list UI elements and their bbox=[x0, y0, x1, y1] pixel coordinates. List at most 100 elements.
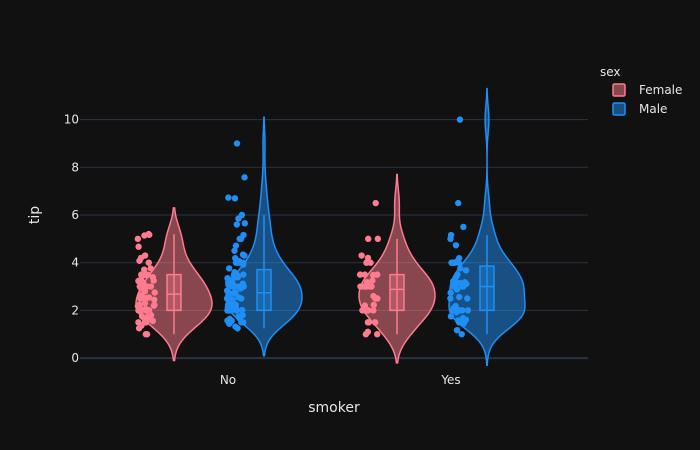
data-point[interactable] bbox=[358, 252, 365, 259]
data-point[interactable] bbox=[464, 295, 471, 302]
data-point[interactable] bbox=[454, 317, 462, 324]
violin-female-yes[interactable] bbox=[356, 173, 436, 364]
data-point[interactable] bbox=[149, 317, 157, 325]
data-point[interactable] bbox=[147, 283, 155, 290]
violin-female-no[interactable] bbox=[134, 207, 213, 362]
data-point[interactable] bbox=[232, 254, 239, 262]
data-point[interactable] bbox=[142, 305, 149, 313]
box-iqr bbox=[389, 273, 405, 312]
data-point[interactable] bbox=[461, 279, 469, 286]
data-point[interactable] bbox=[134, 235, 142, 243]
data-point[interactable] bbox=[367, 259, 374, 266]
data-point[interactable] bbox=[454, 271, 461, 278]
data-point[interactable] bbox=[240, 231, 247, 239]
data-point[interactable] bbox=[225, 265, 233, 272]
data-point[interactable] bbox=[373, 331, 381, 338]
data-point[interactable] bbox=[452, 302, 459, 310]
data-point[interactable] bbox=[231, 247, 238, 254]
data-point[interactable] bbox=[372, 199, 379, 207]
data-point[interactable] bbox=[225, 194, 232, 201]
data-point[interactable] bbox=[232, 242, 240, 249]
data-point[interactable] bbox=[138, 313, 146, 320]
data-point[interactable] bbox=[233, 140, 241, 147]
violin-male-yes[interactable] bbox=[447, 87, 526, 366]
violin-male-no[interactable] bbox=[223, 116, 303, 357]
data-point[interactable] bbox=[223, 287, 231, 294]
x-axis-title: smoker bbox=[308, 400, 360, 416]
data-point[interactable] bbox=[464, 307, 472, 314]
data-point[interactable] bbox=[239, 251, 247, 258]
data-point[interactable] bbox=[135, 301, 143, 308]
data-point[interactable] bbox=[224, 274, 231, 282]
x-tick-labels: No Yes bbox=[220, 373, 461, 387]
data-point[interactable] bbox=[241, 220, 249, 227]
data-point[interactable] bbox=[147, 265, 154, 272]
data-point[interactable] bbox=[364, 328, 372, 336]
data-point[interactable] bbox=[241, 174, 248, 181]
data-point[interactable] bbox=[453, 326, 461, 334]
data-point[interactable] bbox=[238, 306, 246, 314]
data-point[interactable] bbox=[456, 116, 464, 123]
data-point[interactable] bbox=[226, 315, 233, 323]
data-point[interactable] bbox=[143, 331, 151, 338]
legend-swatch bbox=[612, 102, 626, 116]
data-point[interactable] bbox=[455, 254, 463, 262]
data-point[interactable] bbox=[447, 231, 455, 239]
data-point[interactable] bbox=[452, 242, 460, 249]
data-point[interactable] bbox=[450, 278, 457, 285]
data-point[interactable] bbox=[231, 195, 239, 202]
data-point[interactable] bbox=[231, 269, 238, 276]
data-point[interactable] bbox=[370, 301, 377, 309]
data-point[interactable] bbox=[239, 311, 246, 319]
data-point[interactable] bbox=[361, 302, 369, 309]
data-point[interactable] bbox=[459, 314, 467, 322]
data-point[interactable] bbox=[447, 295, 454, 302]
data-point[interactable] bbox=[374, 235, 382, 243]
data-point[interactable] bbox=[135, 319, 142, 326]
data-point[interactable] bbox=[145, 294, 153, 301]
data-point[interactable] bbox=[447, 313, 455, 320]
data-point[interactable] bbox=[239, 280, 247, 287]
data-point[interactable] bbox=[359, 307, 366, 314]
data-point[interactable] bbox=[238, 211, 246, 219]
data-point[interactable] bbox=[141, 300, 149, 307]
data-point[interactable] bbox=[136, 291, 144, 299]
data-point[interactable] bbox=[149, 274, 157, 281]
data-point[interactable] bbox=[138, 271, 145, 278]
data-point[interactable] bbox=[138, 275, 145, 283]
data-point[interactable] bbox=[455, 199, 462, 207]
data-point[interactable] bbox=[231, 289, 238, 296]
data-point[interactable] bbox=[144, 271, 152, 278]
data-point[interactable] bbox=[141, 252, 149, 259]
data-point[interactable] bbox=[460, 223, 467, 231]
data-point[interactable] bbox=[371, 319, 379, 326]
data-point[interactable] bbox=[135, 243, 142, 250]
data-point[interactable] bbox=[462, 267, 470, 274]
data-point[interactable] bbox=[364, 319, 372, 326]
data-point[interactable] bbox=[240, 271, 247, 278]
data-point[interactable] bbox=[458, 331, 465, 338]
legend-item-male[interactable]: Male bbox=[612, 102, 667, 116]
data-point[interactable] bbox=[361, 271, 368, 278]
data-point[interactable] bbox=[145, 259, 152, 266]
data-point[interactable] bbox=[151, 301, 158, 309]
data-point[interactable] bbox=[370, 292, 377, 300]
data-point[interactable] bbox=[365, 235, 372, 243]
legend-item-female[interactable]: Female bbox=[612, 83, 682, 97]
data-point[interactable] bbox=[374, 271, 381, 278]
data-point[interactable] bbox=[364, 254, 372, 262]
data-point[interactable] bbox=[457, 265, 464, 272]
data-point[interactable] bbox=[151, 296, 158, 303]
data-point[interactable] bbox=[369, 277, 376, 284]
data-point[interactable] bbox=[151, 289, 158, 296]
data-point[interactable] bbox=[370, 307, 377, 314]
data-point[interactable] bbox=[456, 293, 463, 301]
data-point[interactable] bbox=[145, 230, 152, 238]
data-point[interactable] bbox=[456, 307, 463, 314]
data-point[interactable] bbox=[356, 271, 364, 278]
data-point[interactable] bbox=[233, 221, 241, 228]
data-point[interactable] bbox=[363, 279, 371, 286]
data-point[interactable] bbox=[232, 323, 239, 330]
data-point[interactable] bbox=[447, 289, 454, 296]
data-point[interactable] bbox=[141, 266, 148, 273]
